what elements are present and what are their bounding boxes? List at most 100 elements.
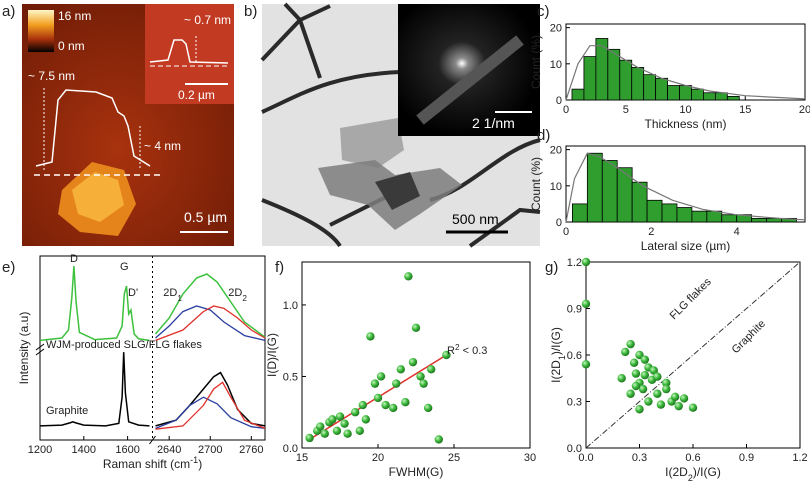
point xyxy=(617,374,626,383)
label-part: 2D xyxy=(228,287,242,299)
point xyxy=(442,350,451,360)
x-tick-label: 20 xyxy=(372,452,384,464)
point xyxy=(389,403,398,413)
y-axis-label: Intensity (a.u) xyxy=(17,312,31,385)
y-tick-label: 0.9 xyxy=(567,304,582,316)
bar xyxy=(572,203,588,223)
y-axis-label: Count (%) xyxy=(529,157,543,211)
y-tick-label: 0 xyxy=(556,217,562,229)
beam-stop xyxy=(416,35,524,125)
point xyxy=(640,355,650,364)
panel-label: e) xyxy=(2,259,15,276)
point xyxy=(351,408,360,417)
x-axis-label: I(2D2)/I(G) xyxy=(665,465,721,481)
x-tick-label: 0 xyxy=(563,104,569,116)
x-tick-label: 0.6 xyxy=(685,452,700,464)
panel-label: d) xyxy=(537,127,550,144)
point xyxy=(340,419,349,428)
afm-inset xyxy=(145,4,234,104)
axis-break xyxy=(35,343,45,351)
point xyxy=(373,393,383,403)
point xyxy=(662,378,671,388)
y-tick-label: 0 xyxy=(556,95,562,107)
bar xyxy=(571,88,585,101)
peak-label: D xyxy=(70,253,78,265)
point xyxy=(376,372,386,381)
point xyxy=(638,384,648,394)
point xyxy=(644,397,653,406)
label-part: 1 xyxy=(557,355,567,360)
point xyxy=(423,403,433,413)
bar xyxy=(726,95,740,101)
spectrum xyxy=(154,273,266,338)
bar xyxy=(643,74,657,101)
tem-panel: b) 2 1/nm 500 nm xyxy=(244,2,541,248)
height-label: ~ 7.5 nm xyxy=(28,69,75,83)
point xyxy=(434,435,443,444)
y-axis-label: Count (%) xyxy=(529,35,543,89)
component xyxy=(155,305,266,342)
fit-curve xyxy=(565,152,806,223)
label-part: 1 xyxy=(177,294,182,303)
scale-label: 0.5 µm xyxy=(184,209,227,225)
x-tick-label: 15 xyxy=(739,104,751,116)
bar xyxy=(691,88,704,101)
point xyxy=(674,401,683,411)
point xyxy=(662,384,671,394)
scale-label: 500 nm xyxy=(452,211,499,227)
label-part: I(2D xyxy=(549,360,563,383)
label-part: -1 xyxy=(190,455,198,465)
flake xyxy=(340,118,404,168)
point xyxy=(670,392,680,402)
fit-curve xyxy=(565,45,806,101)
y-tick-label: 0.0 xyxy=(567,443,582,455)
afm-panel: a) 16 nm 0 nm ~ 0.7 nm 0.2 µm ~ 7.5 nm ~… xyxy=(2,3,234,246)
panel-label: c) xyxy=(537,3,550,20)
point xyxy=(629,358,639,367)
bar xyxy=(646,199,663,223)
point xyxy=(320,429,329,438)
label-part: )/I(G) xyxy=(693,465,721,479)
spectrum xyxy=(39,352,150,427)
component xyxy=(155,396,266,430)
scale-label: 2 1/nm xyxy=(472,115,515,131)
point xyxy=(408,357,418,367)
label-part: )/I(G) xyxy=(549,327,563,355)
inset-height: ~ 0.7 nm xyxy=(184,13,231,27)
band-label: 2D1 xyxy=(163,287,182,303)
point xyxy=(626,389,635,398)
point xyxy=(679,394,689,403)
point xyxy=(332,426,342,436)
point xyxy=(419,379,428,388)
y-tick-label: 0.5 xyxy=(283,371,298,383)
point xyxy=(401,398,410,407)
label-part: R xyxy=(447,345,455,357)
trace-label: WJM-produced SLG/FLG flakes xyxy=(46,339,202,351)
label-part: 2 xyxy=(688,473,693,481)
x-tick-label: 0 xyxy=(563,226,569,238)
annotation: Graphite xyxy=(730,318,768,356)
point xyxy=(343,429,352,438)
bar xyxy=(703,92,716,101)
peak-label: G xyxy=(120,261,129,273)
x-tick-label: 1.2 xyxy=(792,452,807,464)
y-tick-label: 20 xyxy=(550,145,562,157)
point xyxy=(631,381,641,391)
spectrum xyxy=(39,265,150,342)
x-axis-label: Raman shift (cm-1) xyxy=(103,455,202,471)
y-tick-label: 1.0 xyxy=(283,300,298,312)
y-tick-label: 0.0 xyxy=(283,443,298,455)
peak-label: D' xyxy=(128,287,138,299)
bar xyxy=(616,167,633,223)
x-axis-label: FWHM(G) xyxy=(389,465,444,479)
bar xyxy=(679,85,692,101)
point xyxy=(370,379,380,388)
point xyxy=(404,272,413,281)
x-tick-label: 4 xyxy=(734,226,740,238)
point xyxy=(328,415,337,424)
height-label: ~ 4 nm xyxy=(144,139,181,153)
label-part: Raman shift (cm xyxy=(103,457,190,471)
